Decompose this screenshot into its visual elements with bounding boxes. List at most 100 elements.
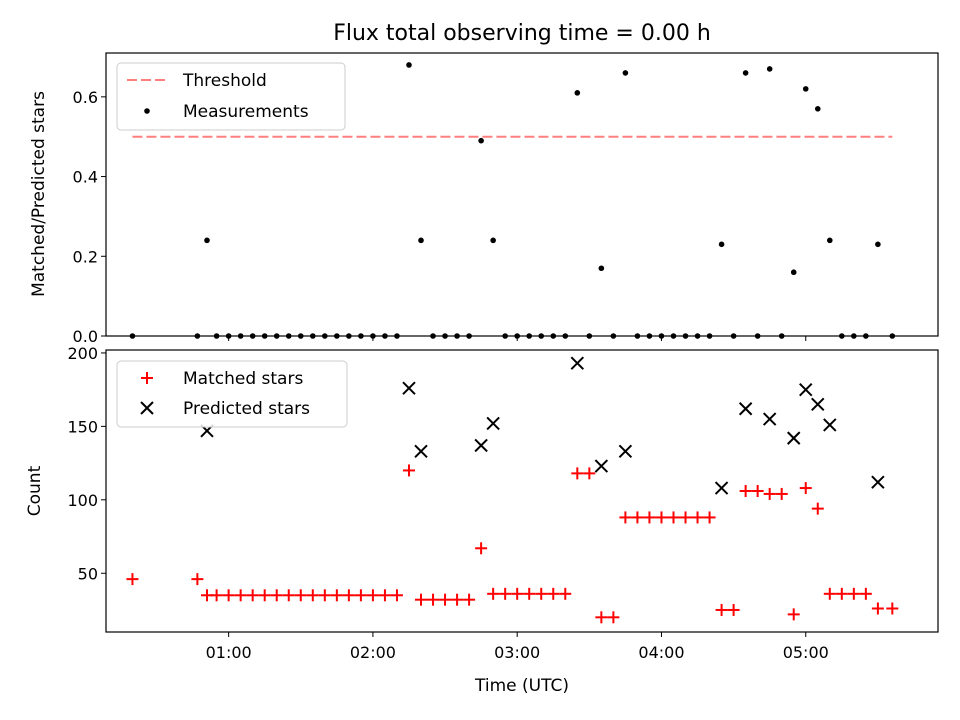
measurement-point [610,333,617,339]
matched-star-point [751,485,764,497]
measurement-point [889,333,896,339]
x-tick-label: 02:00 [350,643,396,662]
predicted-star-point [799,382,813,397]
measurement-point [322,333,328,339]
predicted-star-point [474,438,488,453]
matched-star-point [835,587,848,600]
top-legend: Threshold Measurements [116,62,346,131]
predicted-star-point [618,444,633,459]
top-legend-box [116,62,346,131]
matched-star-point [475,542,488,555]
matched-star-point [571,467,584,480]
x-axis-label: Time (UTC) [474,676,569,696]
x-tick-label: 04:00 [638,643,684,662]
matched-star-point [523,587,536,600]
matched-star-point [583,467,596,480]
measurement-point [598,265,605,272]
matched-star-point [318,589,331,602]
measurement-point [502,333,508,339]
measurement-point [586,333,593,339]
measurement-point [742,70,749,76]
measurement-point [790,269,797,276]
matched-stars-points [126,464,899,624]
matched-star-point [390,589,403,602]
matched-star-point [811,502,824,515]
matched-star-point [126,573,139,586]
measurement-point [297,333,304,339]
matched-star-point [667,511,680,524]
measurement-point [875,241,881,248]
measurement-point [851,333,857,339]
matched-star-point [559,587,572,600]
measurement-point [430,333,436,339]
matched-star-point [354,589,367,602]
top-y-ticks: 0.0 0.2 0.4 0.6 [73,88,106,346]
matched-star-point [607,611,620,624]
measurement-point [261,333,268,339]
measurement-point [358,333,364,339]
measurement-point [778,333,785,339]
legend-measurements-swatch [144,108,150,114]
matched-star-point [547,587,560,600]
matched-star-point [871,602,884,615]
measurement-point [285,333,292,339]
measurement-point [249,333,256,339]
legend-measurements-label: Measurements [183,102,309,122]
matched-star-point [191,573,204,586]
measurement-point [802,86,809,92]
matched-star-point [487,587,500,600]
legend-matched-swatch [141,372,153,384]
matched-star-point [799,482,812,495]
matched-star-point [535,587,548,600]
y-tick-label: 100 [67,491,98,510]
measurement-point [622,70,629,76]
matched-star-point [366,589,379,602]
measurement-point [194,333,201,339]
matched-star-point [439,593,452,606]
measurement-point [634,333,641,339]
matched-star-point [330,589,343,602]
matched-star-point [499,587,512,600]
y-tick-label: 150 [67,417,98,436]
measurement-point [718,241,725,248]
measurement-point [538,333,545,339]
measurement-point [442,333,448,339]
predicted-star-point [570,356,585,370]
legend-threshold-label: Threshold [182,71,267,91]
matched-star-point [415,593,428,606]
predicted-star-point [871,475,885,489]
matched-star-point [886,602,899,615]
measurement-point [334,333,340,339]
y-tick-label: 0.4 [73,168,98,187]
y-tick-label: 0.2 [73,247,98,266]
chart-title: Flux total observing time = 0.00 h [333,21,711,46]
measurement-point [694,333,701,339]
matched-star-point [787,608,800,621]
legend-matched-label: Matched stars [183,369,303,389]
matched-star-point [643,511,656,524]
predicted-star-point [811,397,825,412]
measurement-point [478,137,484,144]
measurement-point [394,333,400,339]
matched-star-point [306,589,319,602]
measurement-point [237,333,244,339]
bottom-x-ticks: 01:00 02:00 03:00 04:00 05:00 [206,632,829,662]
predicted-star-point [594,459,609,473]
predicted-star-point [738,402,753,416]
matched-star-point [270,589,283,602]
x-tick-label: 01:00 [206,643,252,662]
measurement-point [129,333,136,339]
y-tick-label: 0.6 [73,88,98,107]
measurement-point [213,333,220,339]
measurement-point [204,237,210,244]
measurement-point [766,66,773,72]
measurement-point [682,333,689,339]
measurement-point [863,333,869,339]
matched-star-point [739,485,752,497]
matched-star-point [222,589,235,602]
matched-star-point [210,589,223,602]
measurement-point [839,333,845,339]
matched-star-point [691,511,704,524]
matched-star-point [511,587,524,600]
